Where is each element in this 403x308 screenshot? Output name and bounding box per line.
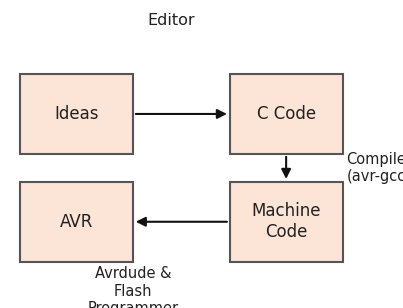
FancyBboxPatch shape <box>230 182 343 262</box>
FancyBboxPatch shape <box>20 182 133 262</box>
FancyBboxPatch shape <box>230 74 343 154</box>
Text: C Code: C Code <box>257 105 316 123</box>
FancyBboxPatch shape <box>20 74 133 154</box>
Text: Ideas: Ideas <box>54 105 99 123</box>
Text: AVR: AVR <box>60 213 93 231</box>
Text: Avrdude &
Flash
Programmer: Avrdude & Flash Programmer <box>87 266 179 308</box>
Text: Editor: Editor <box>147 13 195 27</box>
Text: Compiler
(avr-gcc): Compiler (avr-gcc) <box>347 152 403 184</box>
Text: Machine
Code: Machine Code <box>251 202 321 241</box>
